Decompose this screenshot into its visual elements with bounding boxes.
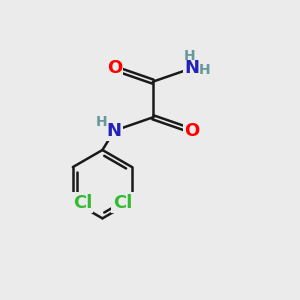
Text: N: N (184, 59, 199, 77)
Text: O: O (184, 122, 199, 140)
Text: H: H (198, 63, 210, 77)
Text: N: N (107, 122, 122, 140)
Text: Cl: Cl (73, 194, 92, 212)
Text: H: H (96, 116, 108, 129)
Text: H: H (183, 49, 195, 63)
Text: Cl: Cl (113, 194, 132, 212)
Text: O: O (107, 59, 122, 77)
